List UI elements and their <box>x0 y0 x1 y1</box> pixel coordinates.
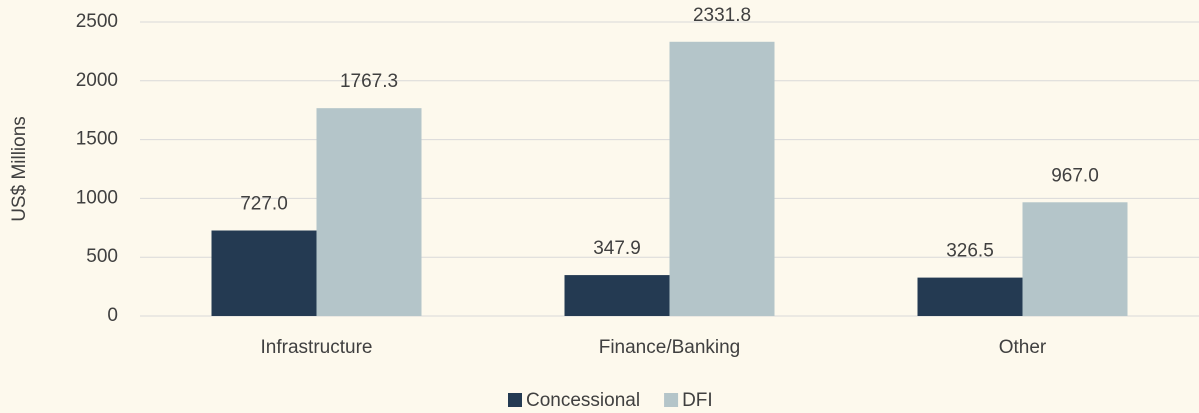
data-label: 1767.3 <box>340 71 398 92</box>
data-label: 347.9 <box>593 238 641 259</box>
x-tick-label: Infrastructure <box>261 337 373 358</box>
y-tick-label: 500 <box>86 246 118 267</box>
y-tick-label: 0 <box>107 305 118 326</box>
y-axis-label: US$ Millions <box>9 116 30 222</box>
y-tick-label: 1500 <box>76 129 118 150</box>
y-tick-label: 2000 <box>76 70 118 91</box>
y-tick-label: 1000 <box>76 187 118 208</box>
bar <box>211 230 317 316</box>
legend-label: Concessional <box>526 390 640 411</box>
y-tick-label: 2500 <box>76 11 118 32</box>
data-label: 2331.8 <box>693 5 751 26</box>
legend-swatch <box>508 393 522 407</box>
x-tick-label: Finance/Banking <box>599 337 741 358</box>
x-tick-label: Other <box>999 337 1047 358</box>
legend-swatch <box>664 393 679 407</box>
legend-label: DFI <box>682 390 713 411</box>
bar <box>316 108 422 316</box>
bar <box>917 277 1023 316</box>
bar <box>1022 202 1128 316</box>
bar <box>669 41 775 316</box>
data-label: 967.0 <box>1051 165 1099 186</box>
bar <box>564 275 670 316</box>
data-label: 326.5 <box>946 241 994 262</box>
data-label: 727.0 <box>240 194 288 215</box>
